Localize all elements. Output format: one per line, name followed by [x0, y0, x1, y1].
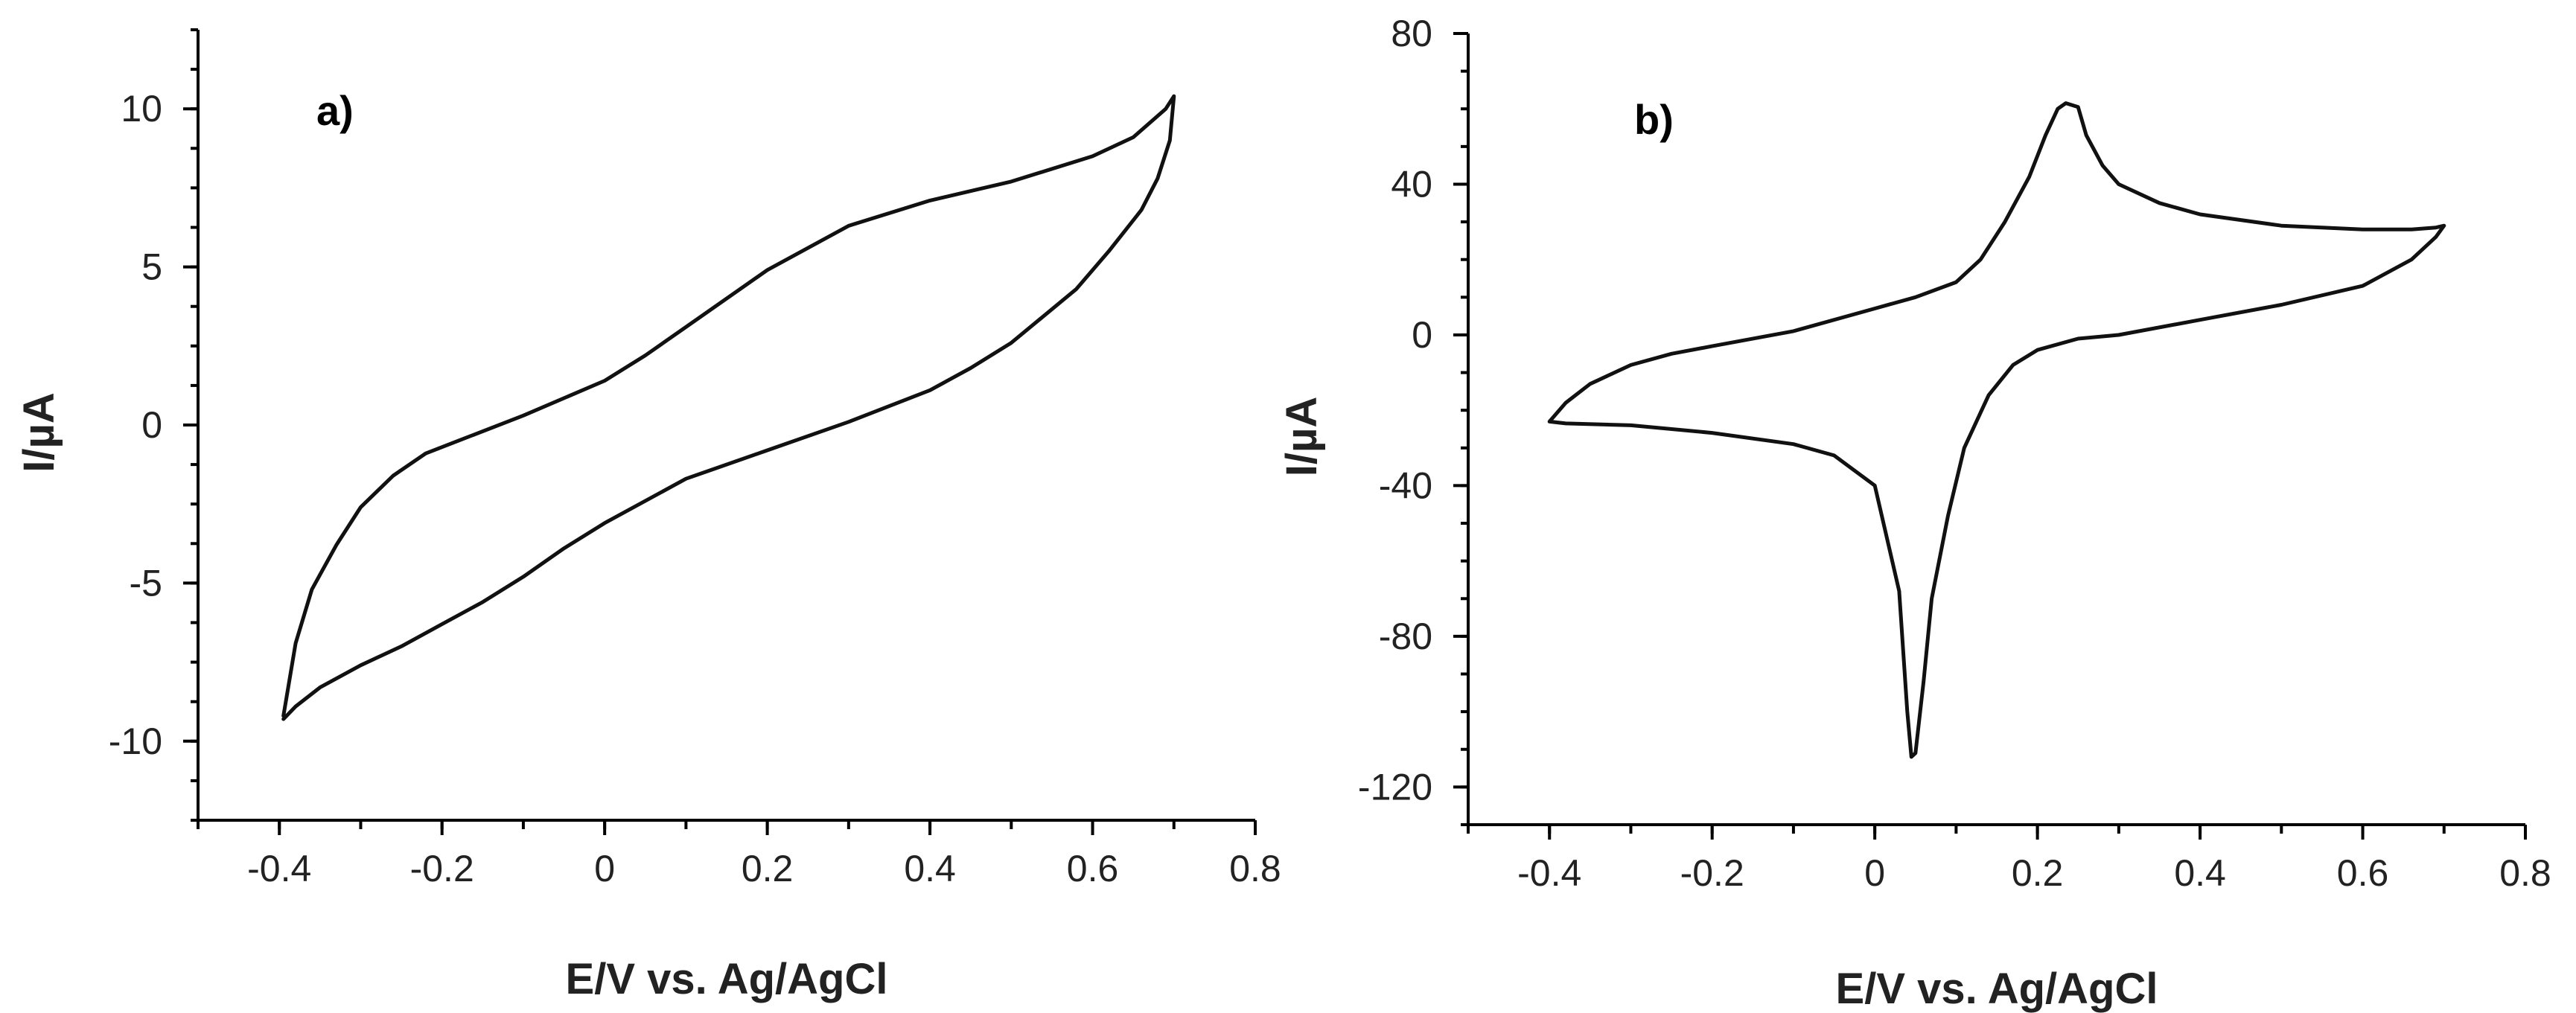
y-tick-label: 40 — [1391, 163, 1432, 205]
y-axis-title-prefix: I/ — [1278, 453, 1326, 476]
series-line — [1547, 101, 2446, 759]
y-axis-title-unit: µA — [1278, 397, 1326, 453]
y-tick-label: 80 — [1391, 13, 1432, 54]
x-tick-label: 0.8 — [1229, 848, 1281, 889]
y-tick-label: 10 — [121, 88, 162, 130]
y-tick-label: -40 — [1379, 464, 1432, 506]
chart-panel-b: -120 -80 -40 0 40 80 -0.4 -0.2 0 0.2 0.4 0.6 0.8 E/V … — [1278, 13, 2551, 1013]
y-axis-title-unit: µA — [15, 392, 63, 448]
x-tick-label: 0.4 — [904, 848, 956, 889]
panel-label: b) — [1634, 96, 1674, 143]
x-tick-label: 0.6 — [1067, 848, 1119, 889]
series-line — [281, 94, 1176, 721]
x-axis-title: E/V vs. Ag/AgCl — [1836, 965, 2158, 1013]
x-axis-title: E/V vs. Ag/AgCl — [566, 955, 888, 1003]
x-tick-label: -0.2 — [1680, 852, 1744, 894]
y-axis-title: I/µA — [1278, 397, 1326, 477]
x-tick-label: 0.4 — [2174, 852, 2226, 894]
y-tick-label: 0 — [1412, 314, 1432, 356]
x-tick-label: 0 — [594, 848, 615, 889]
x-tick-label: 0 — [1864, 852, 1885, 894]
y-axis-title-prefix: I/ — [15, 449, 63, 473]
y-tick-label: -5 — [130, 562, 162, 604]
y-tick-label: -10 — [109, 720, 162, 762]
y-axis-title: I/µA — [15, 392, 63, 473]
x-tick-label: 0.8 — [2499, 852, 2551, 894]
y-tick-label: 5 — [141, 246, 162, 288]
x-tick-label: 0.2 — [742, 848, 794, 889]
panel-label: a) — [316, 87, 354, 134]
x-tick-label: -0.4 — [247, 848, 311, 889]
chart-panel-a: -10 -5 0 5 10 -0.4 -0.2 0 0.2 0.4 0.6 0.8 E/V vs. Ag… — [15, 28, 1281, 1003]
x-tick-label: -0.4 — [1517, 852, 1581, 894]
y-tick-label: 0 — [141, 404, 162, 446]
y-tick-label: -120 — [1358, 766, 1432, 808]
x-tick-label: 0.6 — [2337, 852, 2389, 894]
x-tick-label: -0.2 — [410, 848, 474, 889]
y-tick-label: -80 — [1379, 616, 1432, 657]
x-tick-label: 0.2 — [2012, 852, 2064, 894]
